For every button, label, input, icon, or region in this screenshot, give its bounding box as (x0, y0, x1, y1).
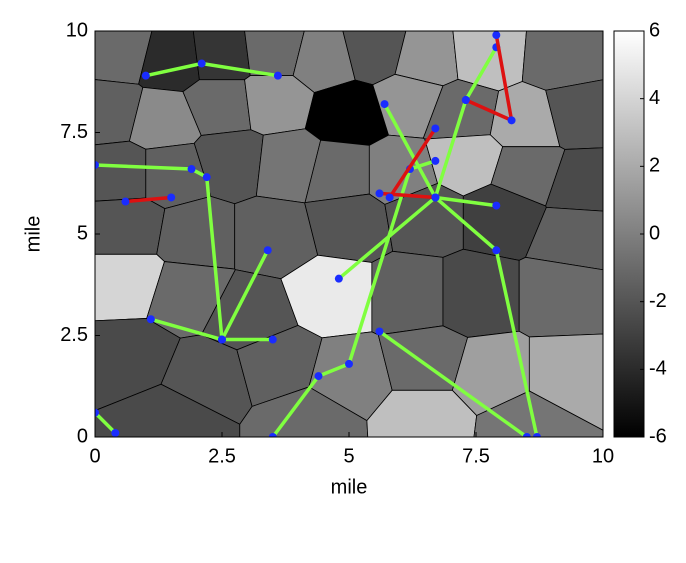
node-marker (461, 96, 470, 105)
links (95, 31, 541, 437)
node-marker (314, 372, 323, 381)
node-marker (146, 315, 155, 324)
colorbar-tick-label: 2 (649, 155, 660, 177)
colorbar-tick-label: -4 (649, 358, 667, 380)
x-axis-label: mile (331, 476, 368, 498)
node-marker (95, 408, 99, 417)
colorbar-tick-label: 6 (649, 19, 660, 41)
x-tick-label: 0 (89, 445, 100, 467)
colorbar-tick-label: 0 (649, 222, 660, 244)
voronoi-cell (521, 31, 603, 91)
link (378, 330, 528, 437)
node-marker (197, 59, 206, 68)
y-tick-label: 7.5 (60, 121, 88, 143)
node-marker (375, 327, 384, 336)
node-marker (187, 165, 196, 174)
voronoi-cell (304, 193, 394, 263)
node-marker (507, 116, 516, 125)
node-marker (268, 433, 277, 437)
node-marker (345, 359, 353, 368)
node-marker (492, 31, 501, 40)
node-marker (218, 335, 226, 344)
node-marker (334, 274, 343, 283)
voronoi-cell (95, 140, 147, 202)
link (95, 163, 224, 340)
node-marker (95, 160, 99, 169)
voronoi-cell (95, 197, 166, 255)
voronoi-cell (156, 195, 236, 270)
node-marker (532, 433, 541, 437)
node-marker (431, 156, 440, 165)
node-marker (263, 246, 272, 255)
colorbar-tick-label: 4 (649, 87, 660, 109)
voronoi-cells (95, 31, 603, 437)
voronoi-cell (244, 75, 315, 136)
colorbar-tick-label: -2 (649, 290, 667, 312)
x-tick-label: 5 (343, 445, 354, 467)
y-axis-label: mile (22, 216, 44, 253)
voronoi-cell (95, 383, 241, 437)
colorbar (613, 30, 645, 438)
voronoi-cell (371, 250, 444, 336)
node-marker (522, 433, 531, 437)
node-marker (375, 189, 384, 198)
node-marker (167, 193, 176, 202)
link (388, 127, 437, 199)
y-tick-label: 0 (77, 425, 88, 447)
y-tick-label: 5 (77, 222, 88, 244)
node-marker (492, 201, 501, 210)
colorbar-tick-label: -6 (649, 425, 667, 447)
node-marker (202, 173, 211, 182)
y-tick-label: 10 (66, 19, 88, 41)
voronoi-cell (518, 256, 603, 338)
node-marker (385, 193, 394, 202)
link (95, 411, 117, 435)
link (220, 249, 270, 341)
node-marker (268, 335, 277, 344)
y-tick-label: 2.5 (60, 324, 88, 346)
node-marker (431, 124, 440, 133)
node-marker (273, 71, 282, 80)
link (125, 195, 172, 204)
voronoi-cell (377, 325, 469, 391)
node-marker (111, 428, 120, 437)
node-marker (121, 197, 130, 206)
node-marker (141, 71, 150, 80)
voronoi-cell (473, 390, 603, 437)
x-tick-label: 10 (592, 445, 614, 467)
node-marker (380, 100, 389, 109)
voronoi-cell (442, 248, 520, 338)
x-tick-label: 2.5 (208, 445, 236, 467)
node-marker (492, 246, 501, 255)
voronoi-cell (366, 389, 478, 437)
node-marker (431, 193, 440, 202)
voronoi-cell (192, 31, 251, 81)
x-tick-label: 7.5 (462, 445, 490, 467)
